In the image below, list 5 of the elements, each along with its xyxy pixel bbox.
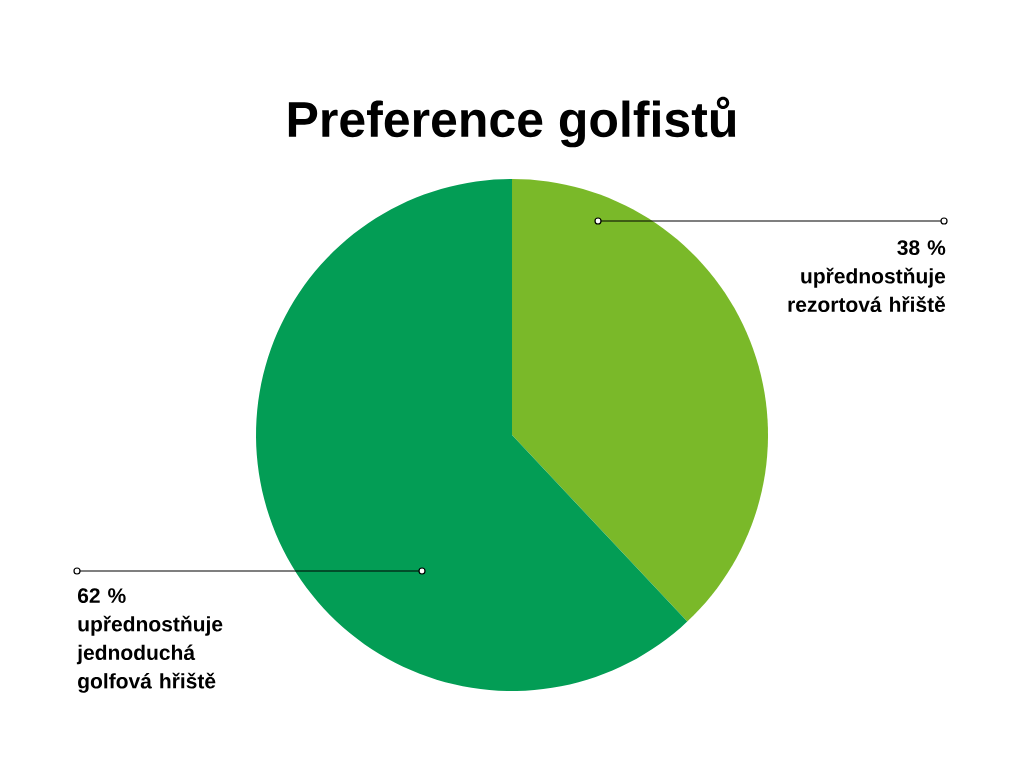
data-label: 38 %	[897, 240, 946, 256]
data-label: 62 %	[77, 588, 126, 604]
chart-title: Preference golfistů	[288, 96, 736, 148]
slice-label: upřednostňuje jednoduchá golfová hřiště	[76, 615, 223, 693]
slice-label: upřednostňuje rezortová hřiště	[788, 267, 946, 313]
